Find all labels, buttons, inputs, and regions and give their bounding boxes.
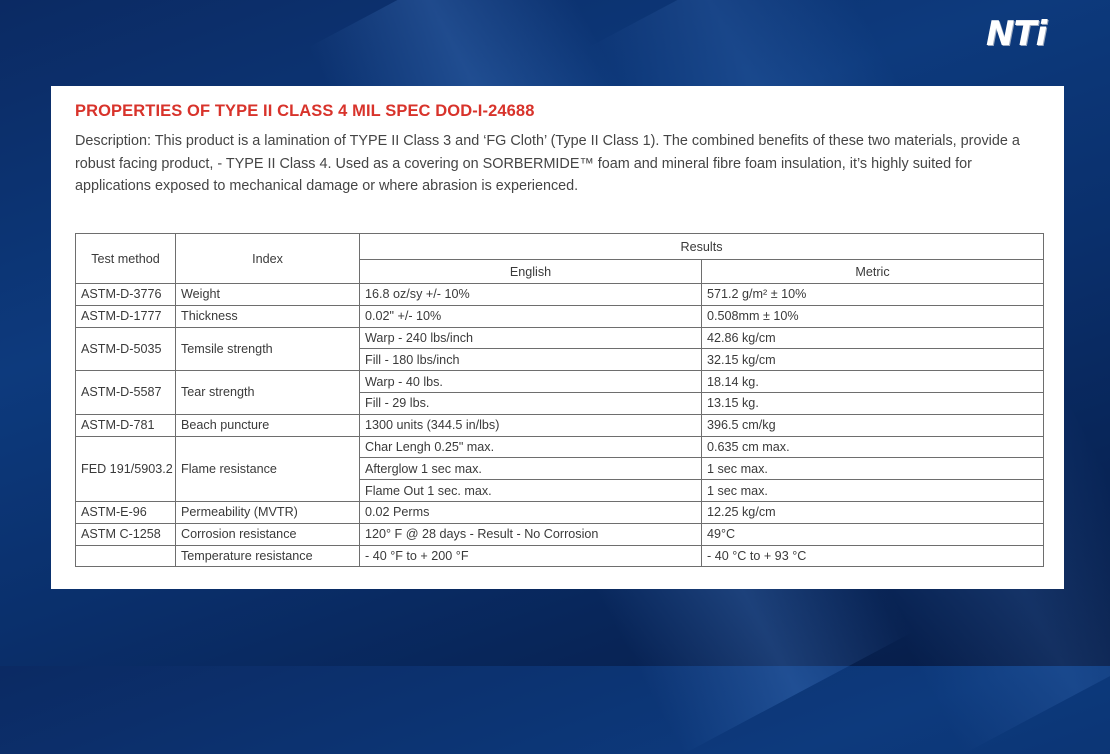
test-method-cell: ASTM-E-96 [75, 500, 176, 524]
metric-cell: 0.508mm ± 10% [701, 304, 1044, 328]
english-cell: 120° F @ 28 days - Result - No Corrosion [359, 522, 702, 546]
test-method-cell: ASTM-D-5587 [75, 370, 176, 415]
english-cell: Warp - 40 lbs. [359, 370, 702, 393]
table-row: ASTM-D-5035 Temsile strength Warp - 240 … [75, 326, 1044, 372]
index-cell: Flame resistance [175, 435, 360, 502]
column-header-english: English [359, 259, 702, 284]
english-cell: Fill - 29 lbs. [359, 391, 702, 415]
english-cell: 16.8 oz/sy +/- 10% [359, 283, 702, 306]
metric-cell: 13.15 kg. [701, 391, 1044, 415]
metric-cell: - 40 °C to + 93 °C [701, 544, 1044, 568]
table-row: ASTM-D-5587 Tear strength Warp - 40 lbs.… [75, 370, 1044, 415]
metric-cell: 49°C [701, 522, 1044, 546]
test-method-cell: ASTM C-1258 [75, 522, 176, 546]
properties-table: Test method Index Results English Metric… [75, 233, 1044, 568]
test-method-cell [75, 544, 176, 568]
english-cell: Afterglow 1 sec max. [359, 457, 702, 481]
metric-cell: 571.2 g/m² ± 10% [701, 283, 1044, 306]
logo-text: NTi [986, 14, 1047, 54]
test-method-cell: ASTM-D-781 [75, 413, 176, 437]
index-cell: Corrosion resistance [175, 522, 360, 546]
properties-panel: PROPERTIES OF TYPE II CLASS 4 MIL SPEC D… [51, 86, 1064, 589]
test-method-cell: ASTM-D-1777 [75, 304, 176, 328]
table-header-row: Test method Index Results [75, 233, 1044, 284]
metric-cell: 0.635 cm max. [701, 435, 1044, 459]
table-row: ASTM-D-781 Beach puncture 1300 units (34… [75, 413, 1044, 437]
test-method-cell: ASTM-D-3776 [75, 283, 176, 306]
index-cell: Beach puncture [175, 413, 360, 437]
table-row: FED 191/5903.2 Flame resistance Char Len… [75, 435, 1044, 502]
table-row: ASTM-D-3776 Weight 16.8 oz/sy +/- 10% 57… [75, 283, 1044, 306]
english-cell: Flame Out 1 sec. max. [359, 479, 702, 502]
column-header-index: Index [175, 233, 360, 284]
english-cell: 0.02" +/- 10% [359, 304, 702, 328]
english-cell: - 40 °F to + 200 °F [359, 544, 702, 568]
table-header-row: English Metric [76, 259, 1044, 284]
product-description: Description: This product is a laminatio… [75, 133, 1020, 194]
column-header-metric: Metric [701, 259, 1044, 284]
metric-cell: 396.5 cm/kg [701, 413, 1044, 437]
english-cell: Warp - 240 lbs/inch [359, 326, 702, 350]
table-row: ASTM-E-96 Permeability (MVTR) 0.02 Perms… [75, 500, 1044, 524]
column-header-results: Results [359, 233, 1044, 260]
metric-cell: 12.25 kg/cm [701, 500, 1044, 524]
english-cell: 1300 units (344.5 in/lbs) [359, 413, 702, 437]
index-cell: Thickness [175, 304, 360, 328]
table-row: Afterglow 1 sec max. 1 sec max. [76, 457, 1044, 481]
table-row: Fill - 29 lbs. 13.15 kg. [76, 391, 1044, 415]
table-row: Temperature resistance - 40 °F to + 200 … [75, 544, 1044, 568]
metric-cell: 1 sec max. [701, 479, 1044, 502]
column-header-test-method: Test method [75, 233, 176, 284]
nti-logo: NTi [986, 14, 1092, 54]
index-cell: Weight [175, 283, 360, 306]
test-method-cell: ASTM-D-5035 [75, 326, 176, 372]
english-cell: 0.02 Perms [359, 500, 702, 524]
english-cell: Char Lengh 0.25" max. [359, 435, 702, 459]
metric-cell: 18.14 kg. [701, 370, 1044, 393]
test-method-cell: FED 191/5903.2 [75, 435, 176, 502]
index-cell: Tear strength [175, 370, 360, 415]
metric-cell: 1 sec max. [701, 457, 1044, 481]
index-cell: Temperature resistance [175, 544, 360, 568]
index-cell: Permeability (MVTR) [175, 500, 360, 524]
metric-cell: 42.86 kg/cm [701, 326, 1044, 350]
table-row: ASTM-D-1777 Thickness 0.02" +/- 10% 0.50… [75, 304, 1044, 328]
index-cell: Temsile strength [175, 326, 360, 372]
page-title: PROPERTIES OF TYPE II CLASS 4 MIL SPEC D… [75, 102, 535, 120]
table-row: ASTM C-1258 Corrosion resistance 120° F … [75, 522, 1044, 546]
metric-cell: 32.15 kg/cm [701, 348, 1044, 372]
english-cell: Fill - 180 lbs/inch [359, 348, 702, 372]
